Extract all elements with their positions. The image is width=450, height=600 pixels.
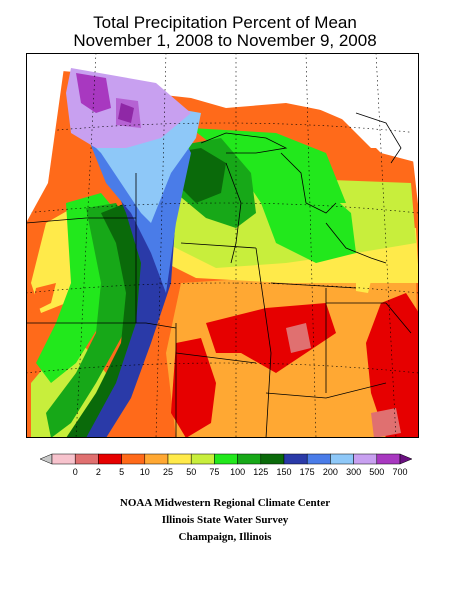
region-purple bbox=[76, 73, 111, 113]
legend-label: 700 bbox=[392, 467, 407, 477]
legend-arrow-high bbox=[399, 453, 412, 465]
legend-swatch bbox=[144, 453, 169, 465]
legend-swatch bbox=[260, 453, 285, 465]
legend-label: 150 bbox=[276, 467, 291, 477]
legend-label: 0 bbox=[73, 467, 78, 477]
legend-swatch bbox=[330, 453, 354, 465]
legend-swatch bbox=[51, 453, 76, 465]
graticule bbox=[26, 53, 419, 438]
map-title: Total Precipitation Percent of Mean bbox=[93, 13, 357, 32]
legend-swatch bbox=[237, 453, 262, 465]
region-red-central bbox=[206, 303, 336, 373]
legend-label: 75 bbox=[209, 467, 219, 477]
legend-arrow-low bbox=[40, 453, 53, 465]
credit-survey: Illinois State Water Survey bbox=[161, 514, 289, 526]
legend-label: 500 bbox=[369, 467, 384, 477]
legend-swatch bbox=[353, 453, 378, 465]
legend-label: 125 bbox=[253, 467, 268, 477]
legend-label: 25 bbox=[163, 467, 173, 477]
legend-swatch bbox=[74, 453, 99, 465]
color-legend: 0 2 5 10 25 50 75 100 125 150 175 200 300 500 700 bbox=[40, 453, 412, 477]
projection-mask-right bbox=[401, 53, 419, 213]
legend-swatch bbox=[167, 453, 192, 465]
legend-label: 2 bbox=[96, 467, 101, 477]
legend-swatch bbox=[98, 453, 122, 465]
legend-swatch bbox=[306, 453, 331, 465]
region-green-up bbox=[191, 128, 346, 203]
legend-swatch bbox=[190, 453, 215, 465]
legend-swatch bbox=[214, 453, 238, 465]
precipitation-map bbox=[26, 53, 419, 438]
region-yellow-2 bbox=[356, 278, 371, 293]
map-frame bbox=[26, 53, 419, 438]
region-pink-1 bbox=[286, 323, 311, 353]
region-medgreen-west bbox=[46, 203, 141, 438]
credit-organization: NOAA Midwestern Regional Climate Center bbox=[119, 497, 331, 509]
legend-labels: 0 2 5 10 25 50 75 100 125 150 175 200 300 500 700 bbox=[73, 467, 408, 477]
region-red-east bbox=[366, 293, 419, 438]
legend-label: 200 bbox=[323, 467, 338, 477]
legend-swatch bbox=[283, 453, 308, 465]
region-red-west bbox=[171, 338, 216, 438]
legend-label: 300 bbox=[346, 467, 361, 477]
state-boundaries bbox=[26, 173, 412, 438]
credit-location: Champaign, Illinois bbox=[178, 531, 272, 543]
legend-label: 50 bbox=[186, 467, 196, 477]
great-lakes bbox=[200, 112, 402, 264]
region-purple-2 bbox=[116, 98, 141, 128]
legend-label: 175 bbox=[300, 467, 315, 477]
legend-swatch bbox=[376, 453, 401, 465]
legend-colorbar bbox=[40, 453, 412, 465]
region-pink-2 bbox=[371, 408, 401, 438]
legend-label: 10 bbox=[140, 467, 150, 477]
legend-label: 100 bbox=[230, 467, 245, 477]
legend-swatch bbox=[121, 453, 146, 465]
map-date-range: November 1, 2008 to November 9, 2008 bbox=[73, 31, 377, 50]
projection-mask-left bbox=[26, 53, 66, 223]
region-green-mi bbox=[226, 138, 356, 263]
blank-region-lakes bbox=[241, 53, 419, 163]
legend-label: 5 bbox=[119, 467, 124, 477]
region-darkgreen-west bbox=[66, 203, 156, 438]
